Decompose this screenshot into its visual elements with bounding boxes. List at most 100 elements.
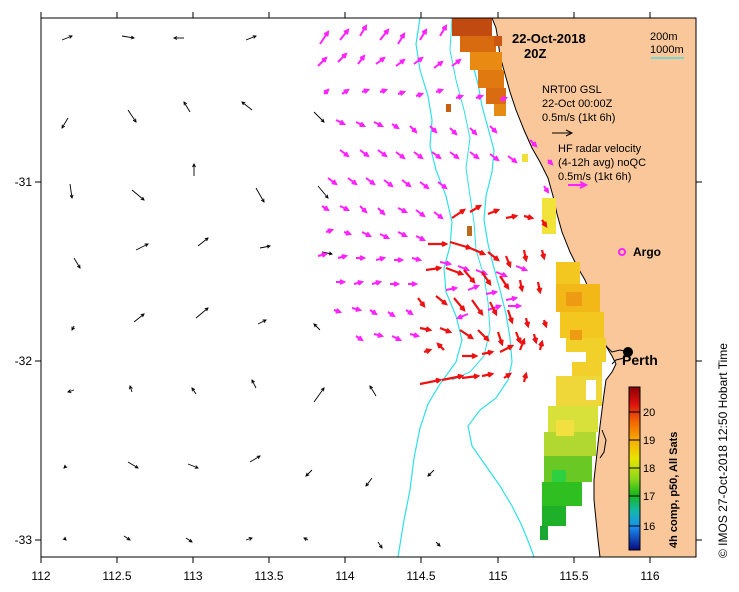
model-vector-head — [183, 101, 188, 106]
isobath-1000-label: 1000m — [650, 44, 684, 56]
model-vector — [257, 319, 267, 325]
model-vector-head — [144, 243, 149, 247]
radar-vector-head — [381, 88, 389, 94]
model-vector-head — [320, 118, 325, 123]
model-vector-head — [252, 35, 257, 39]
model-vector-head — [248, 537, 253, 541]
strong-radar-vector-head — [522, 371, 529, 379]
radar-vector-head — [471, 129, 478, 136]
radar-vector-head — [411, 127, 418, 134]
radar-vector-head — [501, 272, 509, 278]
strong-radar-vector-head — [515, 337, 522, 345]
colorbar-tick-label: 20 — [643, 407, 655, 419]
strong-radar-vector-head — [457, 373, 465, 380]
x-tick-label: 112.5 — [102, 569, 131, 583]
model-vector — [61, 117, 69, 129]
model-vector — [185, 537, 193, 543]
y-tick-label: -32 — [15, 354, 33, 368]
radar-vector-head — [415, 256, 423, 262]
strong-radar-vector-head — [441, 299, 448, 306]
hf-radar-strong-vectors — [417, 204, 548, 386]
model-vector — [321, 251, 333, 255]
strong-radar-vector-head — [457, 269, 465, 276]
model-vector-head — [378, 544, 383, 549]
model-scale-arrow — [552, 129, 574, 137]
time-label: 20Z — [524, 46, 546, 61]
radar-vector-head — [511, 295, 519, 302]
model-scale: 0.5m/s (1kt 6h) — [542, 112, 615, 124]
model-vector-head — [140, 196, 145, 201]
radar-vector-head — [399, 58, 406, 65]
sst-north-patch — [446, 18, 528, 236]
radar-vector-head — [395, 335, 402, 341]
radar-vector-head — [377, 121, 384, 127]
strong-radar-vector-head — [519, 337, 526, 345]
strong-radar-vector-head — [467, 333, 475, 340]
model-vector-head — [191, 387, 196, 392]
model-vector — [245, 35, 257, 41]
strong-radar-vector-head — [459, 305, 466, 312]
radar-vector-head — [341, 254, 349, 260]
strong-radar-vector-head — [471, 353, 479, 359]
radar-vector-head — [493, 155, 500, 162]
model-vector-head — [262, 319, 267, 323]
model-vector-head — [369, 385, 374, 390]
model-vector-head — [427, 472, 432, 477]
model-vector-head — [71, 326, 75, 331]
model-vector-head — [188, 538, 193, 543]
x-tick-label: 113.5 — [254, 569, 283, 583]
isobath-200-label: 200m — [650, 31, 678, 43]
radar-vector-head — [357, 335, 364, 342]
strong-radar-vector-head — [540, 253, 547, 261]
radar-vector-head — [441, 24, 448, 31]
model-vector — [377, 541, 383, 549]
model-vector-head — [140, 313, 145, 318]
model-vector-head — [63, 464, 68, 469]
credit-label: © IMOS 27-Oct-2018 12:50 Hobart Time — [716, 343, 730, 558]
model-vector-head — [324, 194, 329, 199]
model-vector-head — [303, 537, 308, 541]
radar-vector-head — [327, 228, 335, 234]
model-vector — [245, 537, 253, 541]
model-vector-head — [134, 464, 139, 469]
strong-radar-vector-head — [435, 377, 443, 384]
radar-vector-head — [383, 233, 390, 239]
model-vector-head — [76, 264, 81, 269]
x-tick-label: 114 — [335, 569, 354, 583]
model-vector-head — [67, 389, 72, 393]
argo-label: Argo — [633, 245, 661, 259]
hf-radar-vectors — [317, 24, 554, 342]
model-vector — [191, 387, 197, 395]
radar-vector-head — [421, 28, 428, 35]
radar-vector-head — [451, 285, 459, 292]
model-vector-head — [69, 194, 74, 199]
model-vector — [73, 257, 81, 269]
strong-radar-vector-head — [487, 371, 495, 378]
radar-vector — [319, 31, 329, 45]
strong-radar-vector — [469, 246, 485, 256]
strong-radar-vector-head — [483, 335, 490, 342]
radar-vector-head — [417, 92, 425, 98]
x-tick-label: 112 — [31, 569, 50, 583]
model-title: NRT00 GSL — [542, 84, 602, 96]
model-vector-head — [365, 482, 370, 487]
radar-vector-head — [473, 153, 480, 160]
radar-vector-head — [339, 279, 347, 285]
radar-vector-head — [457, 94, 465, 100]
isobath-legend: 200m 1000m — [650, 31, 684, 59]
radar-vector-head — [399, 90, 407, 96]
colorbar-tick-label: 18 — [643, 463, 655, 475]
strong-radar-vector-head — [518, 285, 525, 293]
model-vector-head — [260, 198, 265, 203]
radar-vector-head — [431, 127, 438, 134]
strong-radar-vector-head — [505, 372, 513, 379]
strong-radar-vector-head — [445, 327, 453, 334]
y-tick-label: -33 — [15, 533, 33, 547]
radar-vector-head — [495, 304, 503, 310]
radar-vector-head — [387, 181, 394, 188]
strong-radar-vector-head — [425, 348, 433, 354]
strong-radar-vector-head — [475, 204, 483, 211]
argo-marker: Argo — [618, 245, 661, 259]
argo-icon — [618, 248, 626, 256]
